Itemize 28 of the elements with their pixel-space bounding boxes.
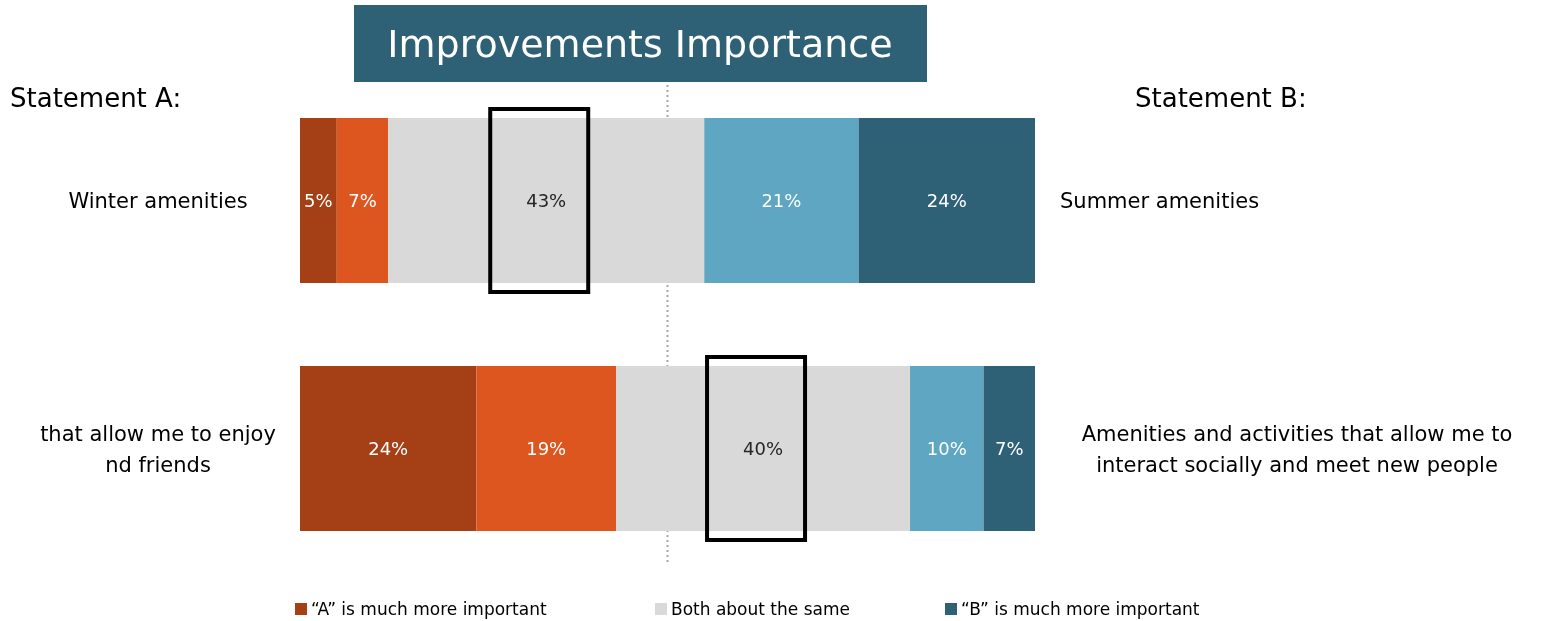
data-label: 40%: [743, 437, 784, 459]
legend-label: “B” is much more important: [961, 598, 1200, 619]
text: Statement B:: [1135, 83, 1307, 114]
bar: [300, 118, 337, 283]
bar: [300, 366, 477, 531]
bar: [476, 366, 617, 531]
legend-label: “A” is much more important: [311, 598, 547, 619]
data-label: 43%: [526, 189, 567, 211]
data-label: 21%: [761, 189, 802, 211]
text: Amenities and activities that allow me to interact socially and meet new people: [1081, 421, 1513, 477]
data-label: 5%: [304, 189, 333, 211]
y-tick-label: Winter amenities: [68, 188, 248, 213]
data-label: 24%: [926, 189, 967, 211]
data-label: 10%: [926, 437, 967, 459]
data-label: 19%: [526, 437, 567, 459]
bar: [983, 366, 1035, 531]
chart-title: Improvements Importance: [387, 22, 893, 67]
bar: [336, 118, 389, 283]
legend-label: Both about the same: [671, 598, 850, 619]
text: Statement A:: [10, 83, 182, 114]
text: Summer amenities: [1060, 188, 1260, 213]
data-label: 7%: [994, 437, 1024, 459]
y-tick-label: that allow me to enjoy nd friends: [40, 421, 276, 477]
data-label: 24%: [368, 437, 409, 459]
bar: [910, 366, 984, 531]
bar: [704, 118, 859, 283]
data-label: 7%: [348, 189, 377, 211]
bar: [858, 118, 1035, 283]
